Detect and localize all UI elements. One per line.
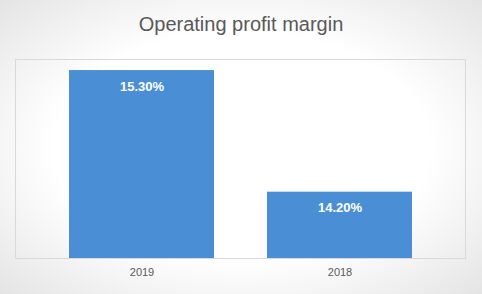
- svg-text:15.30%: 15.30%: [120, 79, 165, 94]
- svg-text:2018: 2018: [328, 266, 352, 278]
- html-text:Operating profit margin: Operating profit margin: [138, 13, 344, 35]
- svg-text:14.20%: 14.20%: [318, 200, 363, 215]
- svg-text:2019: 2019: [130, 266, 154, 278]
